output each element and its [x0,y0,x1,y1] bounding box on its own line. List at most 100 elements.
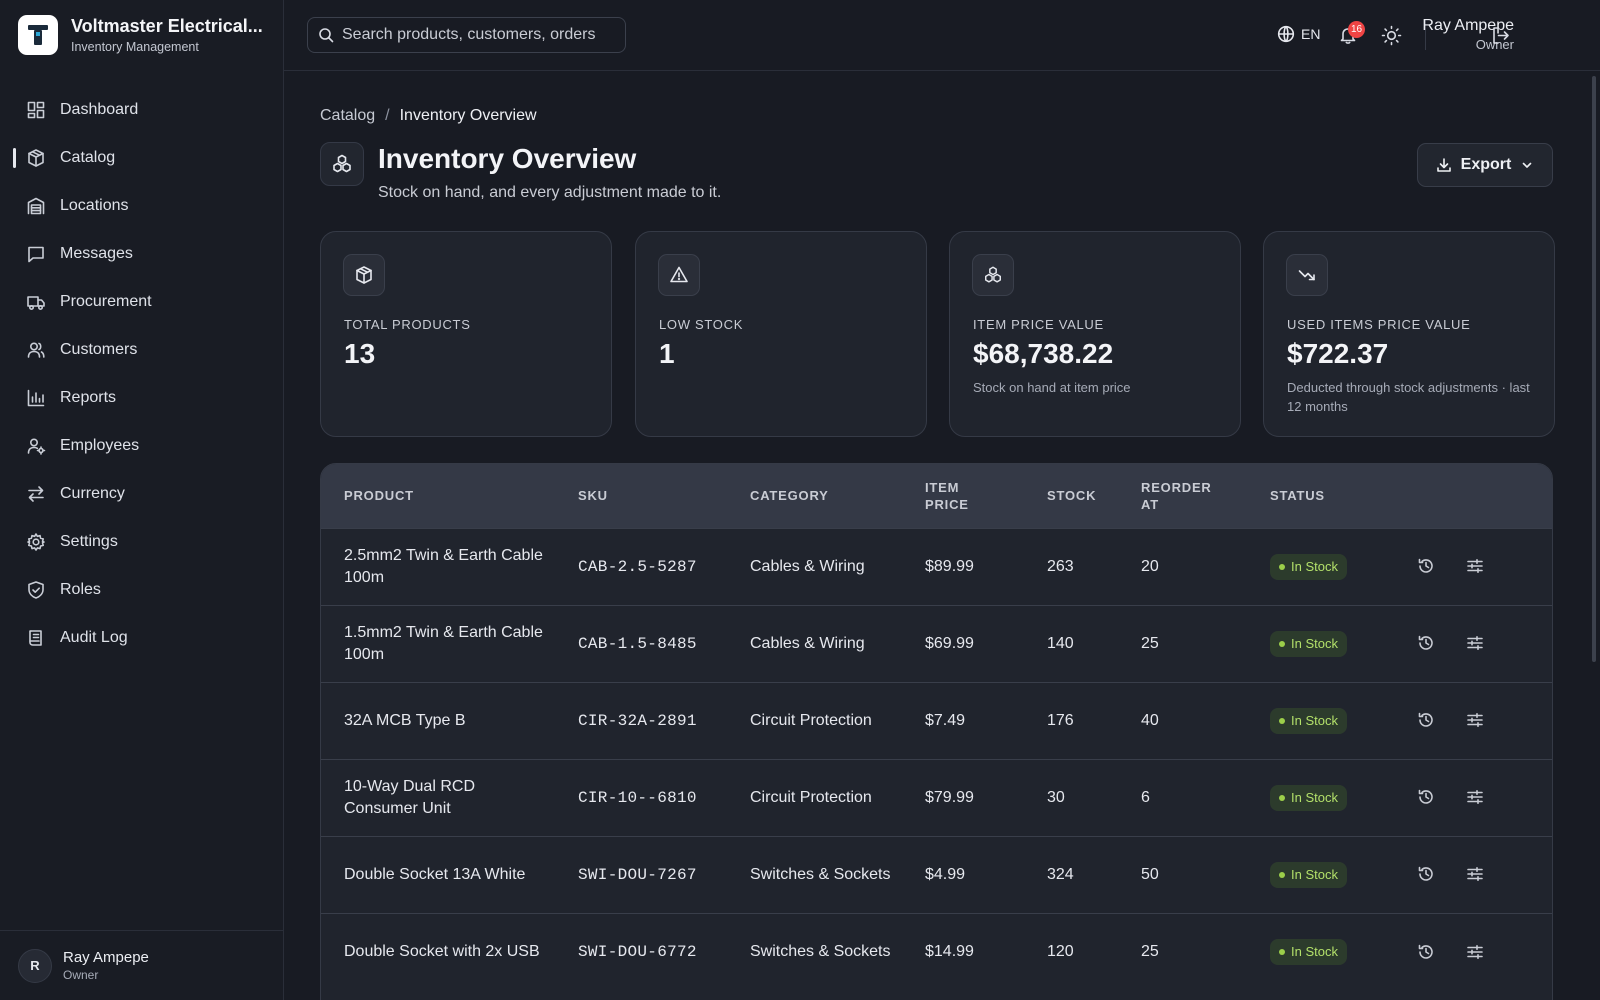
sidebar-item-procurement[interactable]: Procurement [0,278,284,326]
table-row[interactable]: 1.5mm2 Twin & Earth Cable 100m CAB-1.5-84… [321,605,1552,682]
cell-adjust [1466,759,1552,836]
scrollbar[interactable] [1592,76,1596,662]
cell-item-price: $4.99 [925,865,966,883]
sun-icon[interactable] [1381,25,1402,46]
cell-product: 2.5mm2 Twin & Earth Cable 100m [344,546,543,586]
sidebar-item-locations[interactable]: Locations [0,182,284,230]
sidebar-item-roles[interactable]: Roles [0,566,284,614]
sidebar-item-dashboard[interactable]: Dashboard [0,86,284,134]
history-button[interactable] [1417,557,1435,575]
dashboard-icon [27,101,45,119]
table-row[interactable]: 2.5mm2 Twin & Earth Cable 100m CAB-2.5-52… [321,528,1552,605]
cell-item-price: $89.99 [925,557,974,575]
status-dot [1279,640,1285,647]
sidebar-item-label: Locations [60,197,129,214]
sidebar-item-reports[interactable]: Reports [0,374,284,422]
cell-stock: 324 [1047,865,1074,883]
gear-icon [27,533,45,551]
adjust-stock-button[interactable] [1466,634,1484,652]
truck-icon [27,296,45,311]
column-header-reorder-at[interactable]: REORDER AT [1141,479,1212,512]
table-row[interactable]: Double Socket 13A White SWI-DOU-7267 Switc… [321,836,1552,913]
cell-history [1417,759,1466,836]
brand-subtitle: Inventory Management [71,40,199,54]
status-dot [1279,871,1285,878]
table-row[interactable]: 10-Way Dual RCD Consumer Unit CIR-10--681… [321,759,1552,836]
history-button[interactable] [1417,711,1435,729]
language-label: EN [1301,26,1321,42]
cell-category: Cables & Wiring [750,634,865,652]
cell-reorder-at: 25 [1141,634,1159,652]
column-header-stock[interactable]: STOCK [1047,488,1097,504]
adjust-stock-button[interactable] [1466,557,1484,575]
adjust-icon [1467,867,1483,882]
topbar-user[interactable]: Ray Ampepe Owner [1422,17,1514,52]
sidebar-user[interactable]: R Ray Ampepe Owner [0,930,284,1000]
status-dot [1279,563,1285,570]
cell-category: Switches & Sockets [750,865,891,883]
adjust-stock-button[interactable] [1466,788,1484,806]
cell-reorder-at: 25 [1141,942,1159,960]
sidebar-item-label: Catalog [60,149,116,166]
sidebar-item-label: Procurement [60,293,152,310]
breadcrumb-catalog[interactable]: Catalog [320,107,376,124]
sidebar-item-label: Customers [60,341,138,358]
search-input[interactable] [342,26,604,44]
sidebar-item-label: Reports [60,389,117,406]
card-value: 13 [344,338,376,369]
column-header-status[interactable]: STATUS [1270,488,1325,504]
sidebar-item-messages[interactable]: Messages [0,230,284,278]
logout-icon[interactable] [1490,25,1511,46]
column-header-item-price[interactable]: ITEM PRICE [925,479,969,512]
status-label: In Stock [1291,789,1338,805]
sidebar-item-catalog[interactable]: Catalog [0,134,284,182]
history-button[interactable] [1417,865,1435,883]
cell-sku: CAB-1.5-8485 [578,634,697,653]
cell-stock: 30 [1047,788,1065,806]
table-row[interactable]: Double Socket with 2x USB SWI-DOU-6772 Swi… [321,913,1552,990]
adjust-stock-button[interactable] [1466,943,1484,961]
brand-name: Voltmaster Electrical... [71,16,263,36]
column-header-category[interactable]: CATEGORY [750,488,829,504]
history-button[interactable] [1417,943,1435,961]
brand[interactable]: Voltmaster Electrical... Inventory Manag… [18,15,263,55]
history-button[interactable] [1417,788,1435,806]
cell-status: In Stock [1270,759,1417,836]
status-label: In Stock [1291,943,1338,959]
column-header-product[interactable]: PRODUCT [344,488,414,504]
sidebar-item-customers[interactable]: Customers [0,326,284,374]
adjust-stock-button[interactable] [1466,865,1484,883]
export-label: Export [1460,156,1512,173]
history-button[interactable] [1417,634,1435,652]
adjust-stock-button[interactable] [1466,711,1484,729]
cell-adjust [1466,913,1552,990]
page-subtitle: Stock on hand, and every adjustment made… [378,184,722,201]
sidebar-item-label: Audit Log [60,629,128,646]
column-header-sku[interactable]: SKU [578,488,608,504]
stat-card-item-price-value: ITEM PRICE VALUE $68,738.22 Stock on han… [949,231,1241,437]
table-row[interactable]: 32A MCB Type B CIR-32A-2891 Circuit Protec… [321,682,1552,759]
cell-status: In Stock [1270,836,1417,913]
breadcrumb-current: Inventory Overview [399,107,537,124]
user-cog-icon [27,438,46,455]
shield-icon [28,581,44,599]
cell-stock: 263 [1047,557,1074,575]
brand-logo [18,15,58,55]
download-icon [1436,158,1451,172]
sidebar-item-label: Settings [60,533,118,550]
sidebar-item-currency[interactable]: Currency [0,470,284,518]
sidebar-item-settings[interactable]: Settings [0,518,284,566]
export-button[interactable]: Export [1417,143,1553,187]
chevron-down-icon [1523,162,1532,168]
topbar-divider [1425,20,1426,50]
card-icon [658,254,700,296]
status-label: In Stock [1291,712,1338,728]
inventory-table: PRODUCT SKU CATEGORY ITEM PRICE STOCK RE… [320,463,1553,1000]
cell-status: In Stock [1270,528,1417,605]
language-selector[interactable]: EN [1277,25,1320,43]
sidebar-item-employees[interactable]: Employees [0,422,284,470]
sidebar-item-audit-log[interactable]: Audit Log [0,614,284,662]
search-box[interactable] [307,17,626,53]
search-icon [319,28,334,43]
cell-adjust [1466,836,1552,913]
